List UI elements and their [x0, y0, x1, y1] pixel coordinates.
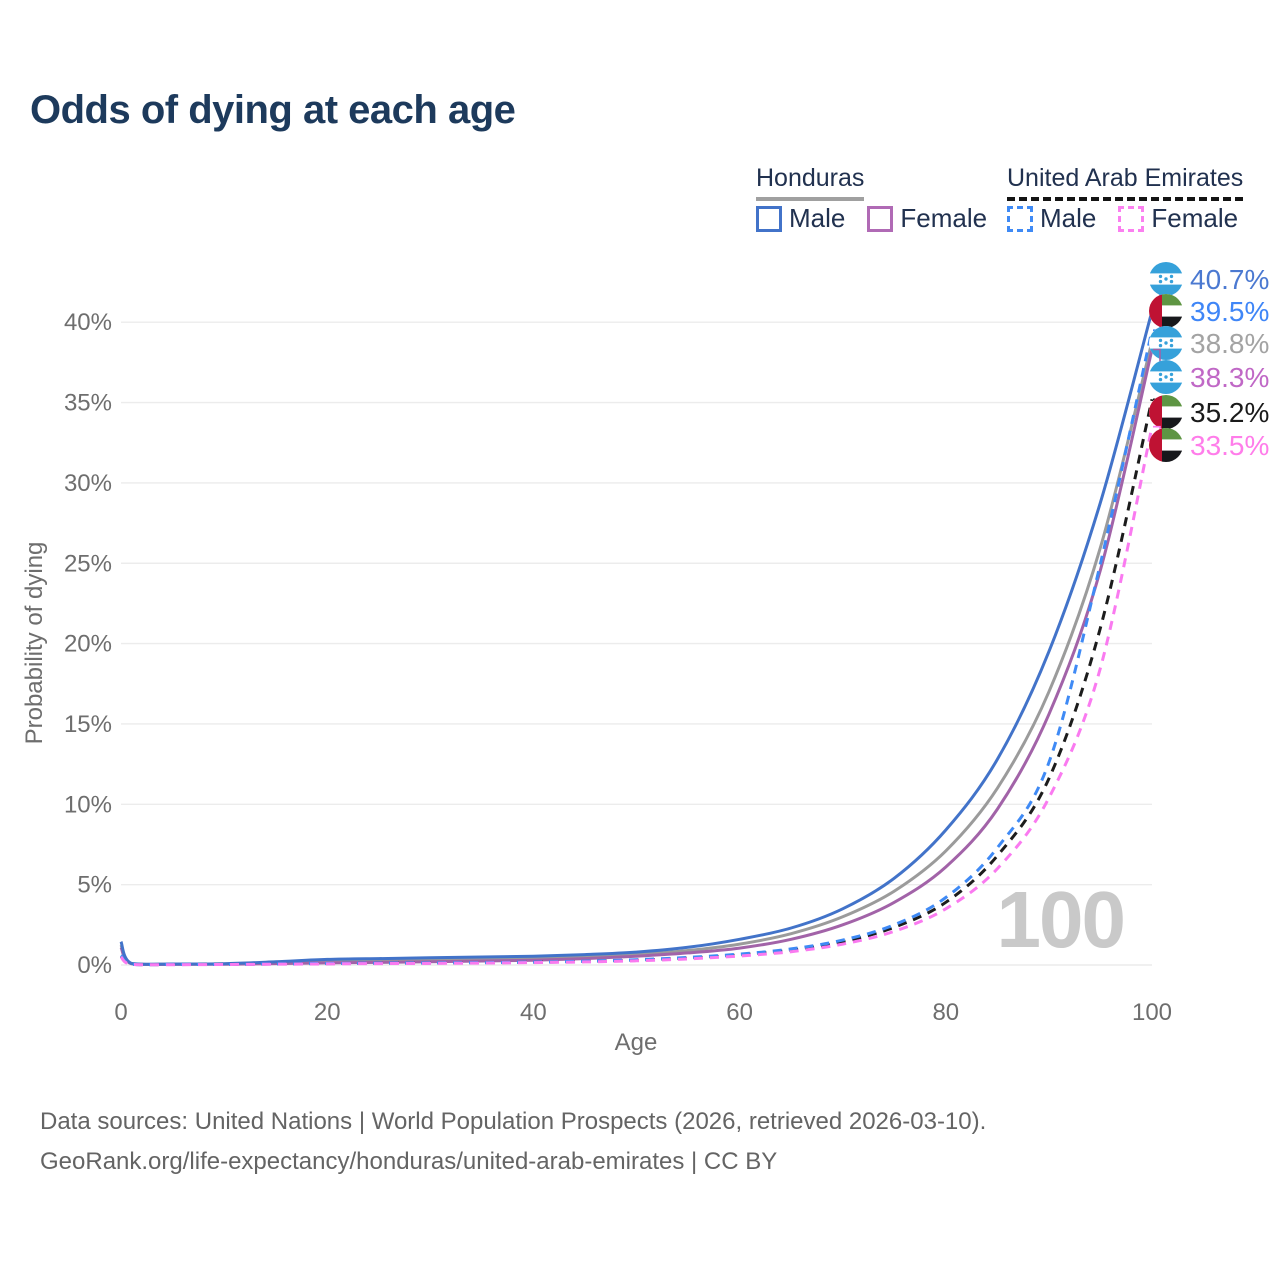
- honduras-flag-icon: [1149, 262, 1183, 296]
- y-tick-label: 35%: [64, 390, 112, 417]
- legend-entries-honduras: Male Female: [756, 203, 987, 234]
- footer-source-line: Data sources: United Nations | World Pop…: [40, 1108, 987, 1135]
- x-tick-label: 80: [932, 999, 959, 1026]
- legend-entry-label: Male: [789, 203, 846, 233]
- end-label-value-hn-m: 40.7%: [1190, 264, 1269, 295]
- series-lines: [119, 310, 1154, 967]
- y-tick-label: 20%: [64, 631, 112, 658]
- legend-entries-uae: Male Female: [1007, 203, 1238, 234]
- end-labels: 40.7%39.5%38.8%38.3% 35.2%33.5%: [1149, 262, 1269, 462]
- honduras-flag-icon: [1149, 360, 1183, 394]
- legend-group-honduras: Honduras: [756, 164, 865, 201]
- y-axis-title: Probability of dying: [21, 542, 48, 745]
- series-line-uae-f: [119, 426, 1154, 967]
- age-counter-watermark: 100: [997, 875, 1124, 964]
- legend-entry-honduras-male[interactable]: Male: [756, 203, 845, 234]
- honduras-flag-icon: [1149, 326, 1183, 360]
- uae-female-swatch-icon: [1118, 205, 1145, 232]
- series-line-uae-m: [119, 329, 1154, 967]
- x-tick-label: 40: [520, 999, 547, 1026]
- legend-entry-uae-female[interactable]: Female: [1118, 203, 1238, 234]
- page-title: Odds of dying at each age: [30, 88, 516, 132]
- uae-flag-icon: [1149, 294, 1183, 328]
- end-label-value-uae-m: 39.5%: [1190, 296, 1269, 327]
- y-tick-label: 0%: [77, 952, 112, 979]
- series-line-hn-m: [119, 310, 1154, 966]
- legend-country-united-arab-emirates[interactable]: United Arab Emirates: [1007, 164, 1244, 201]
- legend-entry-label: Male: [1040, 203, 1097, 233]
- end-label-value-hn-all: 38.8%: [1190, 328, 1269, 359]
- end-label-value-uae-f: 33.5%: [1190, 430, 1269, 461]
- legend-entry-honduras-female[interactable]: Female: [867, 203, 987, 234]
- y-tick-label: 40%: [64, 309, 112, 336]
- series-line-hn-all: [119, 341, 1154, 966]
- y-tick-label: 15%: [64, 711, 112, 738]
- end-label-value-uae-all: 35.2%: [1190, 397, 1269, 428]
- gridlines: [121, 321, 1152, 966]
- legend-entry-label: Female: [1151, 203, 1239, 233]
- axis-tick-labels: 0% 5% 10% 15% 20% 25% 30% 35% 40% 0 20 40 60 80 100: [64, 309, 1172, 1026]
- y-tick-label: 5%: [77, 872, 112, 899]
- x-tick-label: 0: [114, 999, 127, 1026]
- end-label-value-hn-f: 38.3%: [1190, 362, 1269, 393]
- y-tick-label: 25%: [64, 550, 112, 577]
- legend-entry-uae-male[interactable]: Male: [1007, 203, 1096, 234]
- x-axis-title: Age: [615, 1029, 658, 1056]
- x-tick-label: 100: [1132, 999, 1172, 1026]
- footer-url-line: GeoRank.org/life-expectancy/honduras/uni…: [40, 1148, 778, 1175]
- legend-entry-label: Female: [900, 203, 988, 233]
- uae-flag-icon: [1149, 395, 1183, 429]
- y-tick-label: 10%: [64, 791, 112, 818]
- legend-group-uae: United Arab Emirates: [1007, 164, 1244, 201]
- honduras-female-swatch-icon: [867, 205, 894, 232]
- x-tick-label: 60: [726, 999, 753, 1026]
- x-tick-label: 20: [314, 999, 341, 1026]
- uae-flag-icon: [1149, 428, 1183, 462]
- legend-country-honduras[interactable]: Honduras: [756, 164, 865, 201]
- uae-male-swatch-icon: [1007, 205, 1033, 232]
- y-tick-label: 30%: [64, 470, 112, 497]
- series-line-hn-f: [119, 349, 1154, 966]
- honduras-male-swatch-icon: [756, 205, 782, 232]
